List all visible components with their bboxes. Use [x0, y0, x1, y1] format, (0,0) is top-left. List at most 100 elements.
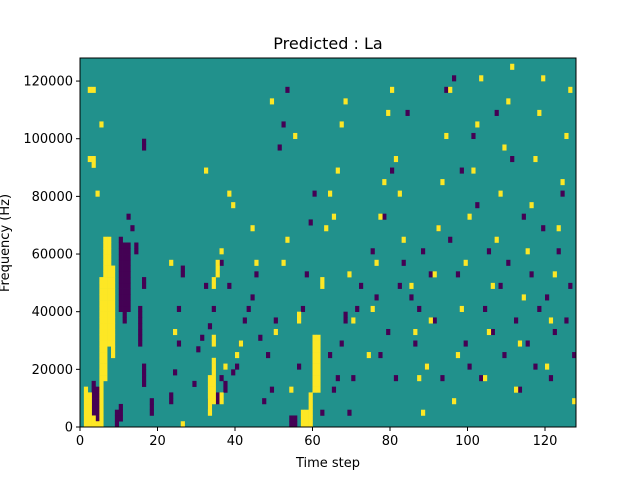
- heatmap-cell-high: [378, 213, 383, 220]
- heatmap-cell-high: [316, 340, 321, 347]
- heatmap-cell-low: [126, 242, 131, 249]
- heatmap-cell-low: [118, 305, 123, 312]
- heatmap-cell-low: [118, 259, 123, 266]
- heatmap-cell-high: [393, 156, 399, 163]
- heatmap-cell-high: [99, 305, 104, 312]
- heatmap-cell-low: [196, 346, 201, 353]
- heatmap-cell-low: [134, 242, 139, 249]
- heatmap-cell-high: [107, 294, 112, 301]
- heatmap-cell-high: [103, 282, 108, 289]
- x-tick-label: 80: [382, 434, 399, 449]
- heatmap-cell-high: [300, 409, 306, 416]
- heatmap-cell-high: [91, 86, 96, 93]
- heatmap-cell-high: [312, 369, 317, 376]
- heatmap-cell-low: [126, 213, 131, 220]
- heatmap-cell-high: [552, 271, 557, 278]
- heatmap-cell-low: [452, 75, 457, 82]
- heatmap-cell-high: [529, 202, 534, 209]
- heatmap-cell-high: [211, 282, 216, 289]
- heatmap-cell-low: [169, 398, 174, 405]
- heatmap-cell-high: [514, 386, 519, 393]
- heatmap-cell-high: [510, 63, 515, 70]
- heatmap-cell-low: [138, 311, 143, 318]
- heatmap-cell-low: [564, 317, 569, 324]
- heatmap-cell-high: [273, 328, 278, 336]
- heatmap-cell-low: [417, 305, 422, 312]
- heatmap-cell-high: [111, 265, 116, 272]
- heatmap-cell-high: [99, 415, 104, 422]
- heatmap-cell-low: [122, 311, 127, 318]
- heatmap-cell-high: [83, 409, 89, 416]
- heatmap-cell-high: [87, 403, 92, 411]
- heatmap-cell-high: [107, 340, 112, 347]
- heatmap-cell-low: [142, 282, 147, 289]
- heatmap-cell-high: [297, 317, 302, 324]
- heatmap-cell-high: [99, 300, 104, 307]
- heatmap-cell-high: [417, 375, 422, 382]
- heatmap-cell-low: [572, 352, 577, 359]
- heatmap-cell-high: [87, 398, 92, 405]
- heatmap-cell-high: [502, 144, 507, 151]
- heatmap-cell-low: [173, 369, 178, 376]
- heatmap-cell-low: [118, 409, 123, 416]
- heatmap-cell-low: [517, 386, 523, 393]
- heatmap-cell-low: [126, 277, 131, 284]
- heatmap-cell-high: [312, 352, 317, 359]
- heatmap-cell-high: [103, 352, 108, 359]
- heatmap-cell-low: [421, 248, 426, 255]
- heatmap-cell-low: [382, 213, 387, 220]
- heatmap-cell-low: [262, 398, 267, 405]
- heatmap-cell-low: [300, 305, 306, 312]
- y-tick-label: 20000: [32, 363, 73, 378]
- heatmap-cell-low: [122, 242, 127, 249]
- heatmap-cell-high: [347, 271, 352, 278]
- heatmap-cell-high: [107, 305, 112, 312]
- heatmap-cell-low: [142, 277, 147, 284]
- heatmap-cell-high: [517, 340, 523, 347]
- heatmap-cell-low: [122, 300, 127, 307]
- heatmap-cell-high: [103, 271, 108, 278]
- heatmap-cell-low: [180, 271, 185, 278]
- heatmap-cell-low: [277, 144, 282, 151]
- heatmap-cell-low: [479, 375, 484, 382]
- heatmap-cell-low: [293, 415, 298, 422]
- heatmap-cell-high: [312, 357, 317, 364]
- heatmap-cell-high: [103, 265, 108, 272]
- heatmap-cell-high: [254, 259, 259, 266]
- heatmap-cell-high: [211, 369, 216, 376]
- heatmap-cell-high: [111, 288, 116, 295]
- heatmap-cell-low: [215, 398, 220, 405]
- heatmap-cell-high: [103, 259, 108, 266]
- x-tick-label: 40: [227, 434, 244, 449]
- heatmap-cell-high: [107, 288, 112, 295]
- heatmap-cell-low: [370, 248, 375, 255]
- heatmap-cell-low: [138, 334, 143, 341]
- heatmap-cell-high: [312, 340, 317, 347]
- y-tick-label: 100000: [23, 132, 73, 147]
- heatmap-cell-high: [103, 300, 108, 307]
- heatmap-cell-high: [320, 277, 325, 284]
- heatmap-cell-low: [506, 259, 511, 266]
- heatmap-cell-low: [231, 369, 236, 376]
- heatmap-cell-high: [308, 398, 313, 405]
- heatmap-cell-high: [99, 357, 104, 364]
- heatmap-cell-low: [122, 288, 127, 295]
- x-tick-label: 20: [149, 434, 166, 449]
- heatmap-cell-low: [304, 271, 309, 278]
- heatmap-cell-high: [87, 392, 92, 399]
- heatmap-cell-high: [269, 98, 275, 105]
- heatmap-cell-high: [401, 236, 406, 243]
- heatmap-cell-low: [471, 132, 476, 140]
- heatmap-cell-low: [486, 248, 492, 255]
- heatmap-cell-high: [103, 236, 108, 243]
- heatmap-cell-low: [207, 323, 213, 330]
- heatmap-cell-low: [347, 409, 352, 416]
- heatmap-cell-high: [432, 271, 437, 278]
- heatmap-cell-low: [118, 282, 123, 289]
- heatmap-cell-low: [118, 271, 123, 278]
- heatmap-cell-low: [122, 248, 127, 255]
- heatmap-cell-low: [335, 375, 340, 382]
- heatmap-cell-high: [436, 225, 441, 232]
- heatmap-cell-low: [138, 323, 143, 330]
- heatmap-cell-high: [83, 398, 89, 405]
